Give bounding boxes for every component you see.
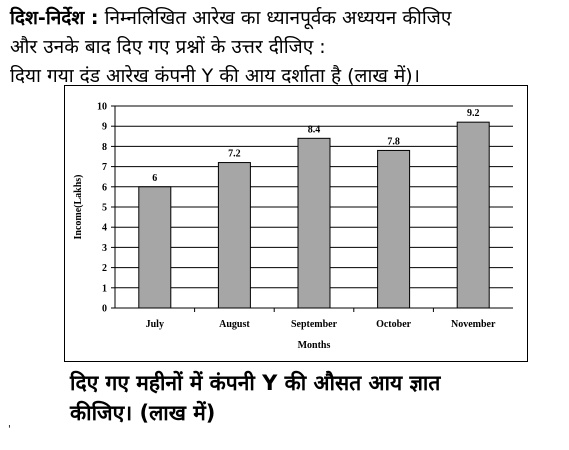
y-tick-label: 5	[102, 203, 107, 214]
y-tick-label: 7	[102, 162, 107, 173]
data-label-november: 9.2	[467, 108, 480, 119]
y-tick-label: 4	[102, 223, 107, 234]
bars	[138, 121, 490, 309]
y-tick-label: 0	[102, 304, 107, 315]
question-line-1: दिए गए महीनों में कंपनी Y की औसत आय ज्ञा…	[70, 371, 441, 395]
y-tick-label: 6	[102, 182, 107, 193]
data-label-october: 7.8	[387, 136, 400, 147]
y-tick-label: 9	[102, 122, 107, 133]
bar-october	[377, 149, 411, 309]
data-label-september: 8.4	[308, 124, 321, 135]
x-axis-title: Months	[298, 340, 331, 351]
x-tick-label: August	[219, 319, 250, 330]
direction-label: दिश-निर्देश :	[10, 7, 99, 29]
bar-july	[138, 186, 172, 309]
x-tick-label: November	[451, 319, 496, 330]
instructions: दिश-निर्देश : निम्नलिखित आरेख का ध्यानपू…	[10, 4, 562, 91]
question: दिए गए महीनों में कंपनी Y की औसत आय ज्ञा…	[70, 368, 565, 428]
bar-november	[456, 121, 490, 309]
y-tick-label: 2	[102, 263, 107, 274]
income-bar-chart: 0 1 2 3 4 5 6 7 8 9 10 6 July 7.2 August 8.4 September 7.…	[73, 102, 513, 352]
x-tick-label: October	[376, 319, 412, 330]
question-line-2: कीजिए। (लाख में)	[70, 401, 216, 425]
y-tick-label: 1	[102, 283, 107, 294]
instructions-line-2: और उनके बाद दिए गए प्रश्नों के उत्तर दीज…	[10, 36, 326, 58]
instructions-line-3: दिया गया दंड आरेख कंपनी Y की आय दर्शाता …	[10, 65, 420, 87]
bar-august	[217, 162, 251, 309]
instructions-line-1: दिश-निर्देश : निम्नलिखित आरेख का ध्यानपू…	[10, 4, 562, 33]
data-label-july: 6	[152, 173, 157, 184]
x-tick-label: July	[146, 319, 164, 330]
bar-september	[297, 137, 331, 309]
bar-chart-frame: 0 1 2 3 4 5 6 7 8 9 10 6 July 7.2 August 8.4 September 7.…	[64, 85, 528, 362]
y-axis-title: Income(Lakhs)	[73, 174, 84, 239]
y-tick-label: 8	[102, 142, 107, 153]
axes	[111, 105, 513, 312]
y-tick-label: 3	[102, 243, 107, 254]
data-label-august: 7.2	[228, 149, 241, 160]
x-tick-label: September	[291, 319, 338, 330]
y-tick-label: 10	[97, 102, 107, 113]
direction-text: निम्नलिखित आरेख का ध्यानपूर्वक अध्ययन की…	[104, 7, 452, 29]
stray-mark: '	[8, 424, 11, 435]
labels: 0 1 2 3 4 5 6 7 8 9 10 6 July 7.2 August 8.4 September 7.…	[73, 102, 496, 352]
